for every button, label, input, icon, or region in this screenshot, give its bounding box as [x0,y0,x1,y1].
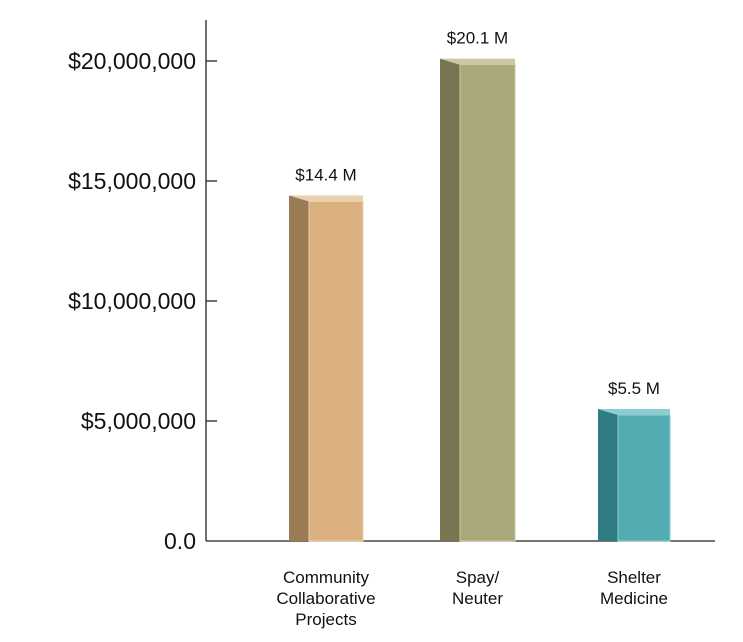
y-tick-label: $20,000,000 [68,48,196,74]
bar-top-face [440,58,515,65]
bar-top-face [289,195,363,202]
x-category-label: Collaborative [276,589,375,608]
x-category-label: Neuter [452,589,503,608]
x-category-label: Spay/ [456,568,500,587]
y-tick-label: $15,000,000 [68,168,196,194]
y-tick-label: 0.0 [164,528,196,554]
y-tick-label: $10,000,000 [68,288,196,314]
x-category-label: Projects [295,610,356,629]
bar-data-label: $20.1 M [447,29,508,48]
y-tick-label: $5,000,000 [81,408,196,434]
bar-data-label: $5.5 M [608,379,660,398]
x-category-label: Community [283,568,369,587]
bar [459,64,516,542]
bar-side-stripe [443,61,447,541]
bar-top-face [598,409,670,415]
bar-side-stripe [292,198,296,541]
bar-data-label: $14.4 M [295,165,356,184]
x-category-label: Shelter [607,568,661,587]
bar [617,414,671,542]
bar [308,200,364,542]
x-category-label: Medicine [600,589,668,608]
bar-side-stripe [601,412,605,541]
